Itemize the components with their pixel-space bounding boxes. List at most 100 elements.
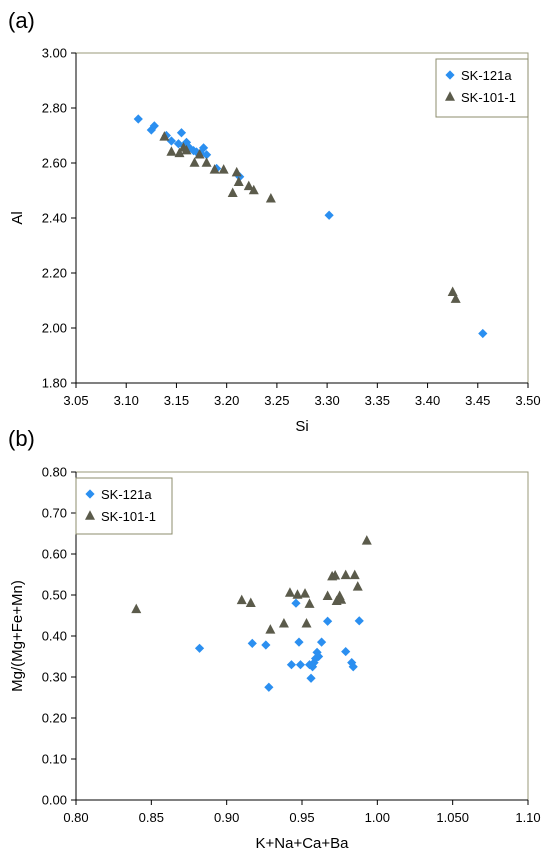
data-point bbox=[316, 637, 327, 647]
data-point bbox=[336, 594, 347, 604]
data-point bbox=[218, 164, 229, 174]
x-axis-title: K+Na+Ca+Ba bbox=[256, 835, 350, 852]
series-SK-121a bbox=[194, 598, 364, 692]
x-tick-label: 3.50 bbox=[515, 393, 540, 408]
data-point bbox=[291, 598, 301, 608]
data-point bbox=[306, 673, 316, 683]
data-point bbox=[198, 143, 209, 153]
data-point bbox=[231, 166, 242, 177]
data-point bbox=[261, 640, 271, 650]
data-point bbox=[304, 598, 315, 608]
x-tick-label: 3.40 bbox=[415, 393, 440, 408]
legend: SK-121a SK-101-1 bbox=[75, 477, 173, 535]
data-point bbox=[201, 157, 212, 167]
chart-panel-b: (b) 0.80 0.85 0.90 0.95 1.00 1.050 1.10 0.00 0.10… bbox=[8, 426, 541, 852]
data-point bbox=[340, 569, 351, 580]
y-tick-label: 3.00 bbox=[42, 46, 67, 61]
data-point bbox=[189, 157, 200, 167]
chart-panel-a: (a) 3.05 3.10 3.15 3.20 3.25 3.30 3.35 3.40 3.45 3… bbox=[8, 8, 541, 435]
data-point bbox=[349, 569, 360, 580]
data-point bbox=[265, 624, 276, 634]
x-tick-label: 0.85 bbox=[139, 810, 164, 825]
legend-marker bbox=[445, 91, 455, 101]
legend: SK-121a SK-101-1 bbox=[435, 58, 529, 118]
legend-label: SK-101-1 bbox=[461, 90, 516, 105]
data-point bbox=[233, 176, 244, 187]
data-point bbox=[301, 618, 312, 628]
y-tick-label: 0.00 bbox=[42, 793, 67, 808]
data-point bbox=[478, 328, 488, 339]
data-point bbox=[284, 587, 295, 597]
data-point bbox=[300, 588, 311, 598]
data-point bbox=[159, 131, 170, 141]
x-tick-label: 1.050 bbox=[436, 810, 469, 825]
x-tick-label: 3.45 bbox=[465, 393, 490, 408]
data-point bbox=[348, 662, 358, 672]
x-tick-label: 0.95 bbox=[289, 810, 314, 825]
data-point bbox=[194, 643, 205, 653]
data-point bbox=[243, 180, 254, 191]
x-tick-label: 3.15 bbox=[164, 393, 189, 408]
legend-marker bbox=[85, 489, 95, 499]
data-point bbox=[323, 616, 333, 626]
data-point bbox=[133, 114, 143, 124]
data-point bbox=[131, 603, 142, 614]
legend-label: SK-121a bbox=[461, 68, 512, 83]
data-point bbox=[450, 293, 461, 303]
y-tick-label: 2.60 bbox=[42, 156, 67, 171]
y-tick-label: 0.40 bbox=[42, 629, 67, 644]
x-tick-label: 0.90 bbox=[214, 810, 239, 825]
x-axis-title: Si bbox=[295, 418, 308, 435]
series-SK-101-1 bbox=[159, 131, 461, 303]
x-tick-label: 3.05 bbox=[63, 393, 88, 408]
data-point bbox=[209, 164, 220, 174]
x-tick-label: 1.10 bbox=[515, 810, 540, 825]
y-tick-label: 0.50 bbox=[42, 588, 67, 603]
data-point bbox=[286, 660, 297, 670]
y-tick-label: 0.30 bbox=[42, 670, 67, 685]
data-point bbox=[354, 616, 364, 626]
legend-label: SK-121a bbox=[101, 487, 152, 502]
data-point bbox=[330, 570, 341, 580]
data-point bbox=[176, 128, 187, 138]
data-point bbox=[352, 581, 363, 591]
y-tick-label: 0.80 bbox=[42, 465, 67, 480]
data-point bbox=[294, 637, 304, 647]
y-axis-title: Al bbox=[9, 211, 26, 224]
data-point bbox=[341, 646, 351, 657]
legend-box bbox=[435, 58, 529, 118]
panel-label: (b) bbox=[8, 426, 35, 451]
legend-marker bbox=[445, 70, 455, 80]
data-point bbox=[324, 210, 334, 220]
data-point bbox=[201, 150, 212, 160]
data-point bbox=[166, 146, 177, 156]
x-tick-label: 3.20 bbox=[214, 393, 239, 408]
legend-label: SK-101-1 bbox=[101, 509, 156, 524]
data-point bbox=[149, 121, 159, 131]
data-point bbox=[322, 590, 333, 601]
data-point bbox=[447, 286, 458, 297]
data-point bbox=[227, 187, 238, 198]
y-tick-label: 2.80 bbox=[42, 101, 67, 116]
legend-box bbox=[75, 477, 173, 535]
data-point bbox=[248, 184, 259, 195]
data-point bbox=[174, 147, 185, 158]
data-point bbox=[347, 658, 357, 668]
x-tick-label: 3.30 bbox=[314, 393, 339, 408]
x-tick-label: 3.25 bbox=[264, 393, 289, 408]
series-SK-101-1 bbox=[131, 535, 372, 634]
x-tick-label: 1.00 bbox=[365, 810, 390, 825]
x-tick-label: 3.10 bbox=[114, 393, 139, 408]
y-tick-label: 0.60 bbox=[42, 547, 67, 562]
x-tick-label: 0.80 bbox=[63, 810, 88, 825]
y-tick-label: 2.20 bbox=[42, 266, 67, 281]
data-point bbox=[313, 651, 324, 662]
legend-marker bbox=[85, 510, 95, 520]
y-tick-label: 0.20 bbox=[42, 711, 67, 726]
x-tick-label: 3.35 bbox=[365, 393, 390, 408]
data-point bbox=[295, 660, 306, 670]
data-point bbox=[181, 144, 192, 155]
y-axis-title: Mg/(Mg+Fe+Mn) bbox=[9, 580, 26, 692]
y-tick-label: 2.00 bbox=[42, 321, 67, 336]
